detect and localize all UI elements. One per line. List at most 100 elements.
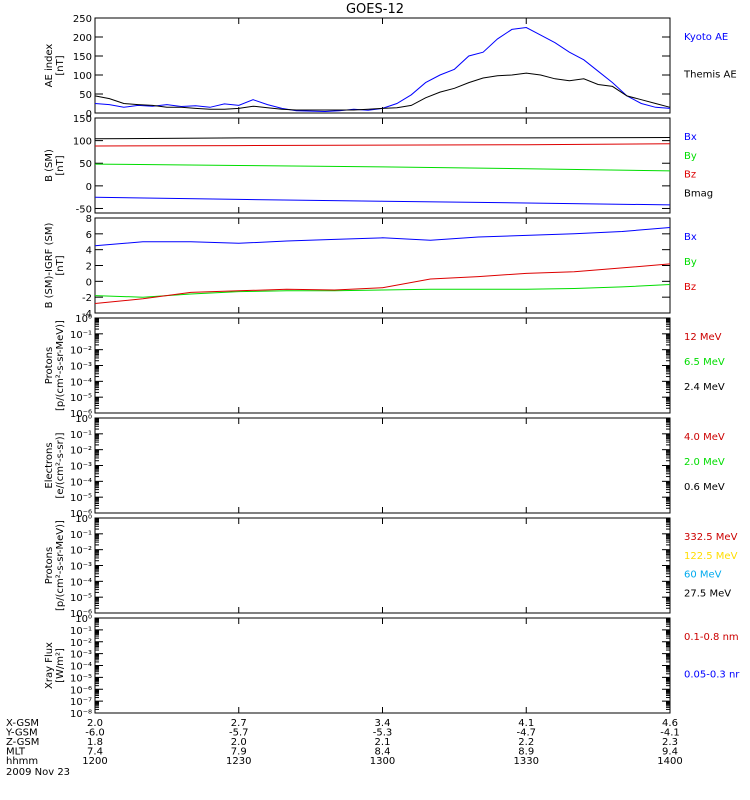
panel-6-frame	[94, 517, 671, 614]
panel-6-ytick-label: 10⁻⁴	[70, 577, 92, 588]
panel-2-ytick-label: 50	[79, 159, 92, 170]
panel-4-ytick-label: 10⁻⁴	[70, 377, 92, 388]
panel-2-legend-2: By	[684, 151, 697, 162]
panel-2-series-3-line	[94, 143, 671, 147]
panel-4-ytick-label: 10⁻³	[70, 362, 92, 373]
panel-3-series-2-line	[94, 284, 671, 298]
panel-1-ytick-label: 200	[73, 33, 92, 44]
panel-1-ytick-label: 100	[73, 71, 92, 82]
panel-3-legend-2: By	[684, 257, 697, 268]
panel-6-ytick-label: 10⁻³	[70, 562, 92, 573]
panel-3-legend-3: Bz	[684, 282, 696, 293]
panel-1-series-2-line	[94, 72, 671, 111]
panel-7-ytick-label: 10⁻⁸	[70, 709, 92, 720]
panel-7-legend-2: 0.05-0.3 nr	[684, 670, 740, 681]
orbit-value: 7.9	[231, 747, 247, 758]
orbit-value: 1330	[514, 756, 539, 767]
panel-2-ytick-label: 150	[73, 114, 92, 125]
orbit-row-label: X-GSM	[6, 718, 39, 729]
orbit-value: 4.6	[662, 718, 678, 729]
panel-1-series-1-line	[94, 26, 671, 113]
orbit-value: 3.4	[375, 718, 391, 729]
orbit-value: 2.0	[87, 718, 103, 729]
panel-7-ytick-label: 10⁻¹	[70, 626, 92, 637]
panel-3-series-1-line	[94, 227, 671, 247]
orbit-value: 2.3	[662, 737, 678, 748]
panel-2-ytick-label: -50	[76, 204, 92, 215]
panel-5-ytick-label: 10⁻⁴	[70, 477, 92, 488]
panel-1-legend-1: Kyoto AE	[684, 32, 728, 43]
panel-6-ytick-label: 10⁰	[75, 514, 92, 525]
panel-1-ytick-label: 50	[79, 90, 92, 101]
panel-3-ylabel: B (SM)-IGRF (SM)	[44, 223, 55, 309]
panel-3-ytick-label: 2	[86, 262, 92, 273]
panel-2-series-2-line	[94, 163, 671, 172]
panel-3-series-3-line	[94, 263, 671, 304]
panel-7-ytick-label: 10⁰	[75, 614, 92, 625]
panel-5-ytick-label: 10⁻⁵	[70, 493, 92, 504]
orbit-row-label: MLT	[6, 747, 26, 758]
panel-1-legend-2: Themis AE	[683, 70, 737, 81]
panel-5-ylabel: Electrons	[44, 442, 55, 488]
panel-6-ytick-label: 10⁻²	[70, 546, 92, 557]
panel-5-ytick-label: 10⁻¹	[70, 430, 92, 441]
panel-2-legend-1: Bx	[684, 132, 697, 143]
orbit-value: 2.0	[231, 737, 247, 748]
orbit-value: -6.0	[85, 728, 105, 739]
panel-3-ytick-label: 6	[86, 230, 92, 241]
panel-4-ytick-label: 10⁻¹	[70, 330, 92, 341]
orbit-value: 8.9	[518, 747, 534, 758]
orbit-value: -4.1	[660, 728, 680, 739]
panel-6-ylabel: Protons	[44, 547, 55, 584]
orbit-row-label: hhmm	[6, 756, 38, 767]
panel-4-legend-2: 6.5 MeV	[684, 357, 725, 368]
panel-4-legend-3: 2.4 MeV	[684, 382, 725, 393]
panel-6-legend-2: 122.5 MeV	[684, 551, 738, 562]
orbit-value: 1.8	[87, 737, 103, 748]
panel-3-legend-1: Bx	[684, 232, 697, 243]
panel-7-legend-1: 0.1-0.8 nm	[684, 632, 739, 643]
panel-2-ylabel: B (SM)	[44, 149, 55, 182]
orbit-value: 1400	[657, 756, 682, 767]
orbit-value: -4.7	[516, 728, 536, 739]
panel-6-ytick-label: 10⁻⁵	[70, 593, 92, 604]
panel-6-legend-3: 60 MeV	[684, 570, 722, 581]
panel-7-ytick-label: 10⁻⁷	[70, 697, 92, 708]
orbit-row-label: Z-GSM	[6, 737, 39, 748]
orbit-value: 1200	[82, 756, 107, 767]
panel-3-ylabel: [nT]	[55, 255, 66, 275]
panel-7-frame	[94, 617, 671, 714]
panel-4-ytick-label: 10⁻⁶	[70, 409, 92, 420]
orbit-value: -5.7	[229, 728, 249, 739]
panel-2-legend-4: Bmag	[684, 188, 713, 199]
orbit-value: 2.7	[231, 718, 247, 729]
panel-7-ylabel: [W/m²]	[55, 648, 66, 683]
panel-2-series-1-line	[94, 196, 671, 206]
panel-5-legend-1: 4.0 MeV	[684, 432, 725, 443]
panel-6-legend-4: 27.5 MeV	[684, 588, 731, 599]
panel-4-ylabel: [p/(cm²-s-sr-MeV)]	[55, 320, 66, 411]
panel-4-ytick-label: 10⁻⁵	[70, 393, 92, 404]
panel-2-legend-3: Bz	[684, 170, 696, 181]
panel-3-ytick-label: 4	[86, 246, 92, 257]
panel-2-ytick-label: 100	[73, 137, 92, 148]
chart-title: GOES-12	[346, 2, 404, 17]
panel-1-ylabel: AE index	[44, 44, 55, 88]
orbit-value: 1300	[370, 756, 395, 767]
orbit-value: 9.4	[662, 747, 678, 758]
orbit-value: 7.4	[87, 747, 103, 758]
panel-4-ytick-label: 10⁰	[75, 314, 92, 325]
panel-4-legend-1: 12 MeV	[684, 332, 722, 343]
panel-5-frame	[94, 417, 671, 514]
panel-1-ytick-label: 150	[73, 52, 92, 63]
panel-1-frame	[94, 17, 671, 114]
panel-2-ytick-label: 0	[86, 182, 92, 193]
orbit-row-label: Y-GSM	[5, 728, 38, 739]
panel-7-ytick-label: 10⁻⁴	[70, 662, 92, 673]
panel-5-legend-2: 2.0 MeV	[684, 457, 725, 468]
panel-3-frame	[94, 217, 671, 314]
plot-date: 2009 Nov 23	[6, 767, 70, 778]
panel-6-ytick-label: 10⁻⁶	[70, 609, 92, 620]
